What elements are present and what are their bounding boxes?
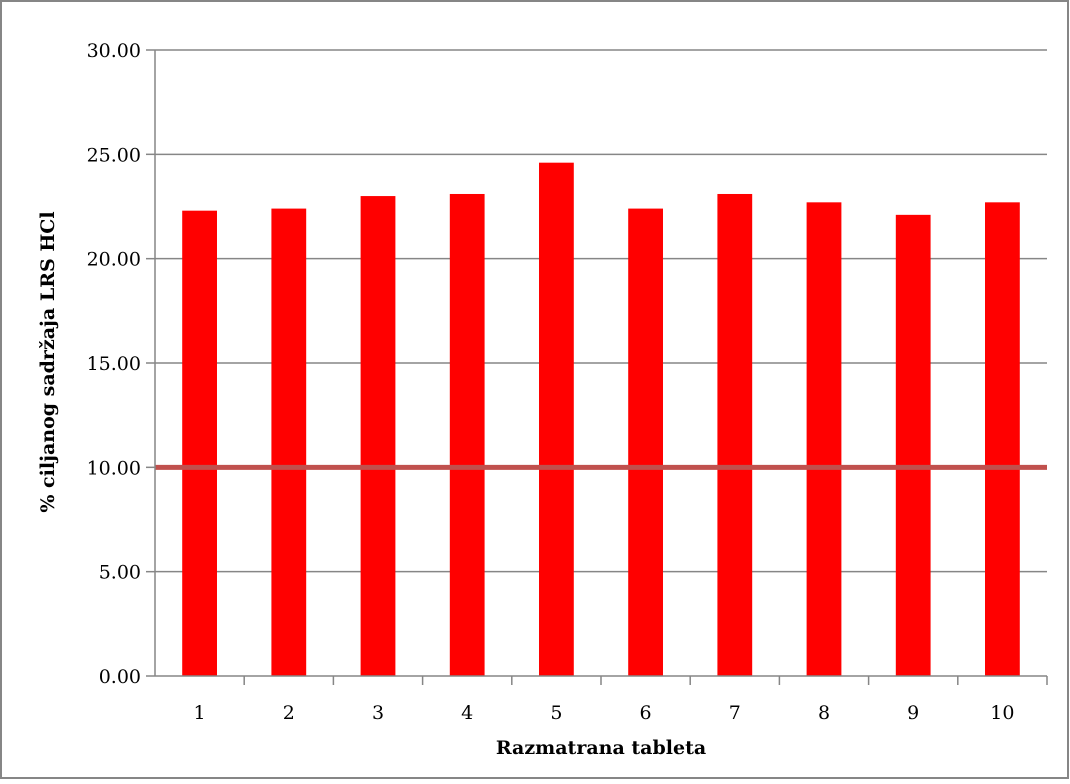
bar-8 xyxy=(806,202,842,676)
bar-5 xyxy=(539,162,574,676)
x-tick-label: 2 xyxy=(283,702,295,724)
y-tick-label: 5.00 xyxy=(99,562,141,584)
y-axis-title: % ciljanog sadržaja LRS HCl xyxy=(37,211,59,512)
bar-10 xyxy=(985,202,1020,676)
x-tick-label: 6 xyxy=(640,702,652,724)
x-tick-label: 8 xyxy=(818,702,830,724)
x-tick-label: 7 xyxy=(729,702,741,724)
x-tick-label: 3 xyxy=(372,702,384,724)
x-axis-title: Razmatrana tableta xyxy=(496,737,706,759)
x-tick-label: 4 xyxy=(461,702,473,724)
y-tick-label: 15.00 xyxy=(87,353,141,375)
bar-1 xyxy=(182,210,217,676)
x-tick-label: 10 xyxy=(990,702,1014,724)
bar-6 xyxy=(628,208,663,676)
bar-3 xyxy=(360,196,396,677)
bar-9 xyxy=(895,214,931,676)
bar-2 xyxy=(271,208,307,676)
y-tick-label: 25.00 xyxy=(87,144,141,166)
bar-7 xyxy=(717,193,753,677)
y-tick-label: 0.00 xyxy=(99,666,141,688)
y-tick-label: 30.00 xyxy=(87,40,141,62)
y-tick-label: 20.00 xyxy=(87,249,141,271)
x-tick-labels: 1 2 3 4 5 6 7 8 9 10 xyxy=(194,676,1048,724)
x-tick-label: 9 xyxy=(907,702,919,724)
bars xyxy=(182,162,1020,677)
y-tick-label: 10.00 xyxy=(87,457,141,479)
x-tick-label: 5 xyxy=(550,702,562,724)
y-tick-labels: 0.00 5.00 10.00 15.00 20.00 25.00 30.00 xyxy=(87,40,155,688)
bar-4 xyxy=(449,193,485,677)
x-tick-label: 1 xyxy=(194,702,206,724)
